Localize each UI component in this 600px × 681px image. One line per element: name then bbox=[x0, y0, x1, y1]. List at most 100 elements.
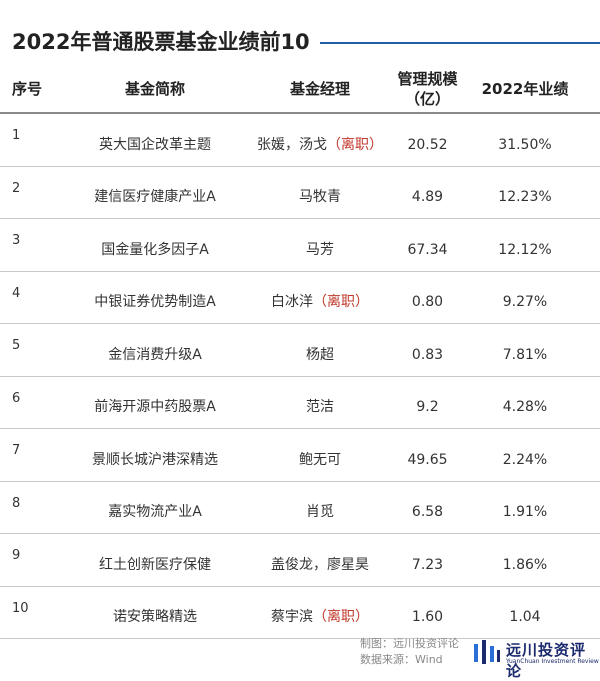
cell-scale: 0.80 bbox=[390, 272, 465, 324]
title-divider-line bbox=[300, 42, 600, 44]
cell-manager-text: 白冰洋 bbox=[271, 294, 313, 311]
cell-scale-text: 20.52 bbox=[407, 136, 448, 153]
cell-manager-text: 蔡宇滨 bbox=[271, 609, 313, 626]
cell-manager: 杨超 bbox=[250, 324, 390, 376]
cell-scale-text: 7.23 bbox=[411, 556, 444, 573]
cell-no-text: 7 bbox=[12, 443, 21, 458]
cell-no: 8 bbox=[0, 482, 60, 534]
cell-name-text: 金信消费升级A bbox=[108, 346, 202, 363]
table-row: 8 嘉实物流产业A 肖觅 6.58 1.91% bbox=[0, 482, 600, 534]
cell-name: 国金量化多因子A bbox=[60, 219, 250, 271]
cell-manager-text: 盖俊龙，廖星昊 bbox=[271, 556, 369, 573]
cell-name: 前海开源中药股票A bbox=[60, 377, 250, 429]
cell-no-text: 9 bbox=[12, 548, 21, 563]
cell-scale: 0.83 bbox=[390, 324, 465, 376]
table-row: 4 中银证券优势制造A 白冰洋 （离职） 0.80 9.27% bbox=[0, 272, 600, 324]
cell-manager-text: 张媛，汤戈 bbox=[257, 136, 327, 153]
header-name: 基金简称 bbox=[124, 80, 185, 98]
credit-block: 制图：远川投资评论 数据来源：Wind bbox=[360, 636, 459, 668]
logo-icon bbox=[474, 640, 500, 664]
cell-perf: 1.91% bbox=[465, 482, 585, 534]
cell-no-text: 1 bbox=[12, 128, 21, 143]
cell-no: 7 bbox=[0, 429, 60, 481]
made-by-text: 制图：远川投资评论 bbox=[360, 637, 459, 650]
table-row: 6 前海开源中药股票A 范洁 9.2 4.28% bbox=[0, 377, 600, 429]
header-no: 序号 bbox=[12, 80, 43, 98]
cell-scale-text: 67.34 bbox=[407, 241, 448, 258]
cell-scale: 9.2 bbox=[390, 377, 465, 429]
cell-no: 2 bbox=[0, 167, 60, 219]
cell-scale-text: 6.58 bbox=[411, 504, 444, 521]
cell-name-text: 诺安策略精选 bbox=[113, 609, 197, 626]
cell-manager-text: 范洁 bbox=[306, 399, 334, 416]
cell-perf-text: 2.24% bbox=[502, 451, 548, 468]
table-body: 1 英大国企改革主题 张媛，汤戈 （离职） 20.52 31.50% 2 建信医疗健康产业A 马… bbox=[0, 114, 600, 639]
cell-scale: 4.89 bbox=[390, 167, 465, 219]
data-source-text: 数据来源：Wind bbox=[360, 653, 443, 666]
cell-name-text: 嘉实物流产业A bbox=[108, 504, 202, 521]
cell-no-text: 8 bbox=[12, 495, 21, 511]
cell-name-text: 建信医疗健康产业A bbox=[94, 189, 216, 206]
cell-no: 6 bbox=[0, 377, 60, 429]
cell-manager: 范洁 bbox=[250, 377, 390, 429]
cell-no-text: 2 bbox=[12, 180, 21, 196]
cell-scale-text: 0.80 bbox=[411, 294, 444, 311]
resigned-tag: （离职） bbox=[313, 294, 369, 311]
cell-scale: 20.52 bbox=[390, 114, 465, 166]
cell-perf-text: 9.27% bbox=[502, 294, 548, 311]
resigned-tag: （离职） bbox=[327, 136, 383, 153]
header-scale-line1: 管理规模 bbox=[397, 70, 458, 88]
cell-manager-text: 肖觅 bbox=[306, 504, 334, 521]
cell-name-text: 英大国企改革主题 bbox=[99, 136, 211, 153]
cell-scale: 6.58 bbox=[390, 482, 465, 534]
cell-no: 9 bbox=[0, 534, 60, 586]
cell-perf-text: 12.23% bbox=[498, 189, 552, 206]
cell-scale-text: 49.65 bbox=[407, 451, 448, 468]
cell-no-text: 10 bbox=[12, 600, 29, 616]
cell-perf: 9.27% bbox=[465, 272, 585, 324]
cell-perf: 1.86% bbox=[465, 534, 585, 586]
cell-perf-text: 1.91% bbox=[502, 504, 548, 521]
table-header: 序号 基金简称 基金经理 管理规模 （亿） 2022年业绩 bbox=[0, 66, 600, 114]
cell-manager: 马芳 bbox=[250, 219, 390, 271]
header-manager: 基金经理 bbox=[289, 80, 350, 98]
cell-name: 建信医疗健康产业A bbox=[60, 167, 250, 219]
cell-perf-text: 7.81% bbox=[502, 346, 548, 363]
cell-manager: 肖觅 bbox=[250, 482, 390, 534]
cell-manager: 马牧青 bbox=[250, 167, 390, 219]
cell-name: 景顺长城沪港深精选 bbox=[60, 429, 250, 481]
cell-perf-text: 12.12% bbox=[498, 241, 552, 258]
cell-name-text: 前海开源中药股票A bbox=[94, 399, 216, 416]
cell-manager-text: 马牧青 bbox=[299, 189, 341, 206]
cell-perf-text: 31.50% bbox=[498, 136, 552, 153]
cell-scale: 7.23 bbox=[390, 534, 465, 586]
cell-no: 3 bbox=[0, 219, 60, 271]
logo-text-en: YuanChuan Investment Review bbox=[506, 658, 599, 665]
cell-perf-text: 4.28% bbox=[502, 399, 548, 416]
cell-no-text: 5 bbox=[12, 338, 21, 353]
cell-scale: 67.34 bbox=[390, 219, 465, 271]
cell-manager: 白冰洋 （离职） bbox=[250, 272, 390, 324]
cell-name-text: 中银证券优势制造A bbox=[94, 294, 216, 311]
cell-scale-text: 9.2 bbox=[416, 399, 439, 416]
table-row: 10 诺安策略精选 蔡宇滨 （离职） 1.60 1.04 bbox=[0, 587, 600, 639]
cell-perf: 7.81% bbox=[465, 324, 585, 376]
cell-perf: 2.24% bbox=[465, 429, 585, 481]
cell-no-text: 3 bbox=[12, 233, 21, 248]
table-row: 7 景顺长城沪港深精选 鲍无可 49.65 2.24% bbox=[0, 429, 600, 482]
table-row: 1 英大国企改革主题 张媛，汤戈 （离职） 20.52 31.50% bbox=[0, 114, 600, 167]
cell-scale-text: 4.89 bbox=[411, 189, 444, 206]
title-bar: 2022年普通股票基金业绩前10 bbox=[0, 0, 600, 70]
cell-manager: 盖俊龙，廖星昊 bbox=[250, 534, 390, 586]
header-perf: 2022年业绩 bbox=[481, 80, 569, 98]
cell-perf-text: 1.04 bbox=[509, 609, 541, 626]
cell-manager: 蔡宇滨 （离职） bbox=[250, 587, 390, 639]
header-scale-line2: （亿） bbox=[404, 90, 450, 108]
cell-name: 中银证券优势制造A bbox=[60, 272, 250, 324]
cell-name: 诺安策略精选 bbox=[60, 587, 250, 639]
cell-perf-text: 1.86% bbox=[502, 556, 548, 573]
cell-perf: 4.28% bbox=[465, 377, 585, 429]
cell-name: 金信消费升级A bbox=[60, 324, 250, 376]
cell-perf: 31.50% bbox=[465, 114, 585, 166]
cell-no-text: 4 bbox=[12, 285, 21, 301]
